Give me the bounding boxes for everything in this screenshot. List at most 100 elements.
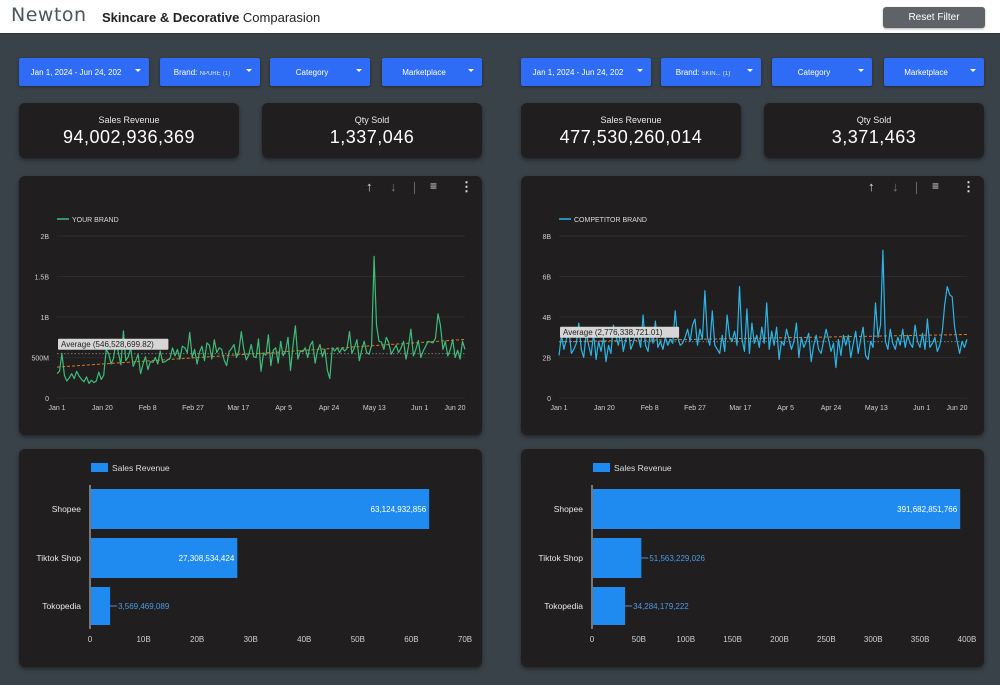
filter-icon[interactable]: ≡ (430, 179, 438, 193)
x-tick-label: 50B (351, 635, 365, 644)
kpi-value: 477,530,260,014 (559, 127, 703, 147)
chevron-down-icon (970, 69, 976, 72)
right-marketplace-filter[interactable]: Marketplace (884, 58, 984, 86)
left-brand-label: Brand: NPURE (1) (160, 68, 244, 77)
y-tick-label: 1.5B (35, 275, 50, 282)
y-tick-label: 0 (45, 396, 49, 403)
left-category-filter[interactable]: Category (270, 58, 370, 86)
right-date-range-label: Jan 1, 2024 - Jun 24, 202 (532, 68, 624, 77)
x-tick-label: 250B (817, 635, 836, 644)
data-label: 34,284,179,222 (633, 602, 689, 611)
x-tick-label: 200B (770, 635, 789, 644)
legend-label: Sales Revenue (112, 463, 170, 473)
left-brand-count: (1) (222, 71, 231, 77)
right-category-label: Category (797, 68, 831, 77)
average-label: Average (2,776,338,721.01) (563, 328, 663, 337)
y-tick-label: 2B (40, 234, 49, 241)
left-marketplace-filter[interactable]: Marketplace (382, 58, 482, 86)
x-tick-label: 50B (632, 635, 646, 644)
average-label: Average (546,528,699.82) (61, 340, 154, 349)
kpi-label: Sales Revenue (98, 115, 160, 125)
category-label: Tiktok Shop (36, 553, 81, 563)
right-date-range-filter[interactable]: Jan 1, 2024 - Jun 24, 202 (521, 58, 651, 86)
category-label: Shopee (554, 504, 584, 514)
category-label: Tokopedia (42, 601, 81, 611)
left-line-chart: YOUR BRAND 2B 1.5B 1B 500M 0 Jan 1 Jan 20 Feb 8 F… (31, 217, 466, 412)
left-date-range-filter[interactable]: Jan 1, 2024 - Jun 24, 202 (19, 58, 149, 86)
series-line (558, 249, 968, 369)
x-tick-label: Apr 5 (777, 405, 794, 412)
chevron-down-icon (747, 69, 753, 72)
x-tick-label: Feb 8 (139, 405, 157, 412)
right-brand-filter[interactable]: Brand: SKIN... (1) (661, 58, 761, 86)
left-category-label: Category (295, 68, 329, 77)
left-brand-prefix: Brand: (173, 68, 198, 77)
x-tick-label: Jun 20 (946, 405, 967, 412)
legend-swatch (593, 463, 610, 472)
sort-descending-icon[interactable]: ↓ (390, 179, 397, 194)
trend-line (558, 334, 968, 343)
trend-line (56, 338, 466, 368)
y-tick-label: 2B (542, 356, 551, 363)
data-label: 63,124,932,856 (371, 505, 427, 514)
x-tick-label: Feb 27 (182, 405, 204, 412)
y-tick-label: 500M (31, 356, 49, 363)
more-options-icon[interactable]: ⋮ (460, 179, 473, 194)
x-tick-label: 150B (723, 635, 742, 644)
x-tick-label: Apr 24 (319, 405, 340, 412)
x-tick-label: 70B (458, 635, 472, 644)
legend-label: Sales Revenue (614, 463, 672, 473)
right-qty-sold-card: Qty Sold 3,371,463 (764, 103, 984, 158)
left-line-chart-card: YOUR BRAND 2B 1.5B 1B 500M 0 Jan 1 Jan 20 Feb 8 F… (19, 176, 482, 435)
y-tick-label: 4B (542, 315, 551, 322)
bar (593, 489, 961, 529)
left-brand-filter[interactable]: Brand: NPURE (1) (160, 58, 260, 86)
chevron-down-icon (356, 69, 362, 72)
right-category-filter[interactable]: Category (772, 58, 872, 86)
left-bar-chart: Sales Revenue 0 10B 20B 30B 40B 50B 60B 70B Shope… (36, 463, 472, 644)
x-tick-label: 40B (297, 635, 311, 644)
legend-label: YOUR BRAND (72, 217, 119, 224)
x-tick-label: 0 (88, 635, 93, 644)
chevron-down-icon (246, 69, 252, 72)
left-brand-value: NPURE (199, 71, 221, 77)
more-options-icon[interactable]: ⋮ (962, 179, 975, 194)
x-tick-label: Jun 1 (913, 405, 930, 412)
legend-label: COMPETITOR BRAND (574, 217, 647, 224)
chevron-down-icon (858, 69, 864, 72)
page-title: Skincare & Decorative Comparasion (102, 10, 320, 25)
sort-ascending-icon[interactable]: ↑ (868, 179, 875, 194)
app-logo: Newton (11, 4, 87, 26)
toolbar-divider (414, 182, 415, 194)
x-tick-label: 30B (244, 635, 258, 644)
x-tick-label: 100B (676, 635, 695, 644)
right-bar-chart-card: Sales Revenue 0 50B 100B 150B 200B 250B 300B 350… (521, 449, 984, 667)
filter-icon[interactable]: ≡ (932, 179, 940, 193)
x-tick-label: Apr 5 (275, 405, 292, 412)
left-bar-chart-card: Sales Revenue 0 10B 20B 30B 40B 50B 60B 70B Shope… (19, 449, 482, 667)
x-tick-label: 20B (190, 635, 204, 644)
data-label: 27,308,534,424 (179, 554, 235, 563)
sort-ascending-icon[interactable]: ↑ (366, 179, 373, 194)
x-tick-label: Mar 17 (729, 405, 751, 412)
x-tick-label: Jan 1 (550, 405, 567, 412)
x-tick-label: 10B (136, 635, 150, 644)
left-marketplace-label: Marketplace (402, 68, 446, 77)
x-tick-label: Mar 17 (227, 405, 249, 412)
legend-swatch (91, 463, 108, 472)
x-tick-label: Jan 20 (92, 405, 113, 412)
y-tick-label: 6B (542, 275, 551, 282)
x-tick-label: 300B (864, 635, 883, 644)
sort-descending-icon[interactable]: ↓ (892, 179, 899, 194)
y-tick-label: 0 (547, 396, 551, 403)
x-tick-label: 350B (911, 635, 930, 644)
x-tick-label: Jan 1 (48, 405, 65, 412)
reset-filter-button[interactable]: Reset Filter (883, 7, 985, 28)
series-line (56, 255, 466, 384)
category-label: Tokopedia (544, 601, 583, 611)
bar (593, 587, 626, 625)
bar (91, 489, 430, 529)
x-tick-label: Feb 8 (641, 405, 659, 412)
kpi-label: Qty Sold (856, 115, 892, 125)
y-tick-label: 1B (40, 315, 49, 322)
